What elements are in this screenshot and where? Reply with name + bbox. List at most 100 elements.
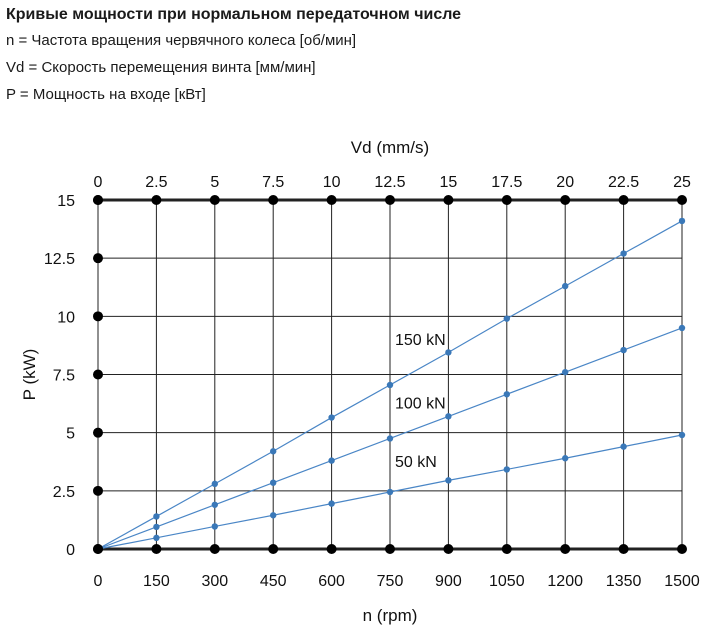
series-point	[562, 455, 569, 462]
x2-tick-label: 12.5	[374, 174, 405, 191]
series-lines	[94, 217, 686, 553]
legend-line-p: P = Мощность на входе [кВт]	[6, 86, 206, 103]
x-tick-label: 300	[201, 573, 228, 590]
series-point	[270, 448, 277, 455]
axis-dot-left	[93, 427, 103, 438]
series-label: 50 kN	[395, 454, 437, 471]
legend-line-vd: Vd = Скорость перемещения винта [мм/мин]	[6, 59, 316, 76]
series-point	[678, 324, 686, 332]
axis-dots	[93, 195, 687, 554]
x2-tick-label: 25	[673, 174, 691, 191]
x-axis-title: n (rpm)	[363, 606, 418, 625]
series-point	[386, 381, 394, 389]
x2-tick-label: 7.5	[262, 174, 284, 191]
axis-dot-bottom	[443, 544, 454, 554]
series-point	[503, 315, 510, 322]
series-point	[678, 217, 686, 225]
series-point	[445, 349, 452, 356]
x-tick-label: 1200	[547, 573, 583, 590]
x2-axis-title: Vd (mm/s)	[351, 138, 429, 157]
series-point	[328, 414, 335, 421]
series-labels: 150 kN 100 kN 50 kN	[395, 332, 446, 471]
axis-dot-left	[93, 485, 103, 496]
series-point	[328, 500, 335, 507]
axis-dot-bottom	[326, 544, 337, 554]
series-point	[445, 413, 452, 420]
legend-line-n: n = Частота вращения червячного колеса […	[6, 32, 357, 49]
axis-dot-top	[326, 195, 337, 205]
series-point	[620, 250, 627, 257]
axis-dot-left	[93, 311, 103, 322]
series-point	[562, 368, 569, 376]
series-point	[386, 435, 394, 442]
x-tick-label: 0	[94, 573, 103, 590]
series-label: 100 kN	[395, 395, 446, 412]
series-point	[503, 391, 510, 398]
series-point	[270, 512, 277, 519]
y-tick-label: 5	[66, 426, 75, 443]
axis-dot-top	[677, 195, 687, 205]
axis-dot-top	[268, 195, 279, 205]
x-tick-label: 1500	[664, 573, 700, 590]
x2-tick-label: 5	[210, 174, 219, 191]
axis-dot-top	[560, 195, 571, 205]
axis-dot-top	[443, 195, 454, 205]
axis-dot-bottom	[501, 544, 512, 554]
x2-tick-label: 10	[323, 174, 341, 191]
tick-labels: 001502.530054507.56001075012.59001510501…	[44, 174, 700, 590]
y-axis-title: P (kW)	[20, 349, 39, 401]
x2-tick-label: 0	[94, 174, 103, 191]
axis-dot-left	[93, 544, 103, 554]
series-point	[562, 282, 569, 290]
axis-dot-bottom	[677, 544, 687, 554]
series-point	[270, 479, 277, 486]
axis-dot-bottom	[385, 544, 395, 554]
series-point	[328, 457, 335, 464]
series-label: 150 kN	[395, 332, 446, 349]
series-point	[211, 501, 218, 508]
y-tick-label: 0	[66, 542, 75, 559]
axis-dot-bottom	[151, 544, 162, 554]
x2-tick-label: 15	[440, 174, 458, 191]
x-tick-label: 450	[260, 573, 287, 590]
y-tick-label: 12.5	[44, 251, 75, 268]
series-point	[503, 466, 510, 473]
x2-tick-label: 17.5	[491, 174, 522, 191]
x2-tick-label: 2.5	[145, 174, 167, 191]
series-point	[620, 346, 627, 354]
series-point	[678, 431, 686, 439]
series-point	[620, 443, 627, 450]
x-tick-label: 750	[377, 573, 404, 590]
axis-dot-bottom	[618, 544, 629, 554]
x-tick-label: 1350	[606, 573, 642, 590]
series-point	[211, 480, 218, 488]
y-tick-label: 7.5	[53, 368, 75, 385]
y-tick-label: 10	[57, 309, 75, 326]
axis-dot-top	[501, 195, 512, 205]
x-tick-label: 600	[318, 573, 345, 590]
series-point	[153, 534, 160, 542]
chart-title: Кривые мощности при нормальном передаточ…	[6, 6, 462, 23]
grid	[97, 198, 683, 551]
axis-dot-left	[93, 195, 103, 205]
y-tick-label: 2.5	[53, 484, 75, 501]
x2-tick-label: 22.5	[608, 174, 639, 191]
axis-dot-top	[618, 195, 629, 205]
x-tick-label: 900	[435, 573, 462, 590]
axis-dot-left	[93, 369, 103, 380]
axis-dot-bottom	[209, 544, 220, 554]
series-point	[445, 477, 452, 484]
x-tick-label: 1050	[489, 573, 525, 590]
axis-dot-top	[385, 195, 395, 205]
axis-dot-bottom	[268, 544, 279, 554]
axis-dot-top	[151, 195, 162, 205]
series-point	[386, 488, 394, 496]
series-point	[153, 523, 160, 531]
x-tick-label: 150	[143, 573, 170, 590]
axis-dot-bottom	[560, 544, 571, 554]
axis-dot-top	[209, 195, 220, 205]
series-point	[211, 523, 218, 530]
x2-tick-label: 20	[556, 174, 574, 191]
chart-header: Кривые мощности при нормальном передаточ…	[6, 4, 461, 112]
